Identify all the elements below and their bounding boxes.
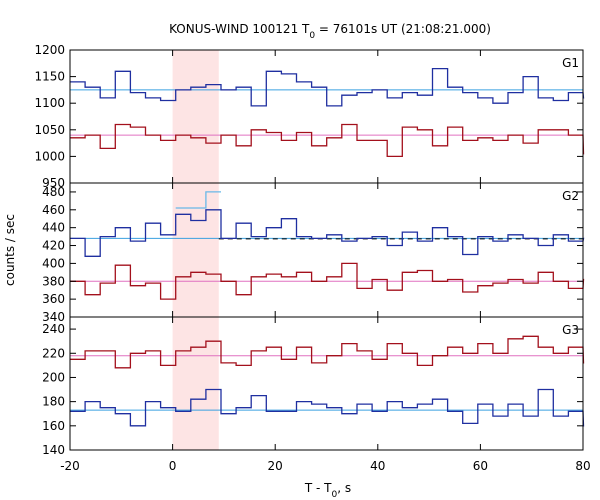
y-tick-label: 460: [42, 203, 65, 217]
panel-G1-series-1: [70, 123, 585, 158]
y-tick-label: 400: [42, 256, 65, 270]
panel-G2-series-0: [70, 209, 585, 257]
y-tick-label: 240: [42, 322, 65, 336]
x-tick-label: 40: [370, 459, 385, 473]
y-tick-label: 950: [42, 176, 65, 190]
panel-G3-frame: [69, 316, 584, 451]
panel-G1-frame: [69, 49, 584, 184]
y-tick-label: 180: [42, 395, 65, 409]
y-tick-label: 160: [42, 419, 65, 433]
chart-title: KONUS-WIND 100121 T0 = 76101s UT (21:08:…: [169, 22, 491, 41]
trigger-interval-highlight: [172, 50, 219, 450]
y-tick-label: 1050: [34, 123, 65, 137]
x-tick-label: 20: [268, 459, 283, 473]
y-tick-label: 480: [42, 185, 65, 199]
y-tick-label: 1000: [34, 149, 65, 163]
y-tick-label: 420: [42, 239, 65, 253]
x-tick-label: 80: [575, 459, 590, 473]
y-tick-label: 380: [42, 274, 65, 288]
panel-G2-series-2: [70, 262, 585, 300]
panel-label: G1: [562, 56, 579, 70]
highlight-band: [172, 50, 219, 450]
panel-label: G2: [562, 189, 579, 203]
panel-G3-series-0: [70, 335, 585, 369]
x-tick-label: 0: [169, 459, 177, 473]
x-tick-label: -20: [60, 459, 80, 473]
tick-labels: 9501000105011001150120034036038040042044…: [34, 43, 590, 473]
y-tick-label: 1100: [34, 96, 65, 110]
x-tick-label: 60: [473, 459, 488, 473]
y-axis-title: counts / sec: [3, 214, 17, 286]
plot-axes: G1 G2 G3: [69, 49, 584, 451]
y-tick-label: 1150: [34, 70, 65, 84]
panel-G1-series-0: [70, 67, 585, 107]
y-tick-label: 140: [42, 443, 65, 457]
panel-G2-frame: [69, 182, 584, 318]
y-tick-label: 200: [42, 370, 65, 384]
y-tick-label: 360: [42, 292, 65, 306]
panel-G3-series-1: [70, 388, 585, 427]
count-rate-series: [70, 67, 585, 427]
x-axis-title: T - T0, s: [304, 481, 351, 500]
y-tick-label: 340: [42, 310, 65, 324]
panel-G2-series-1: [175, 191, 221, 209]
panel-label: G3: [562, 323, 579, 337]
y-tick-label: 220: [42, 346, 65, 360]
y-tick-label: 1200: [34, 43, 65, 57]
y-tick-label: 440: [42, 221, 65, 235]
